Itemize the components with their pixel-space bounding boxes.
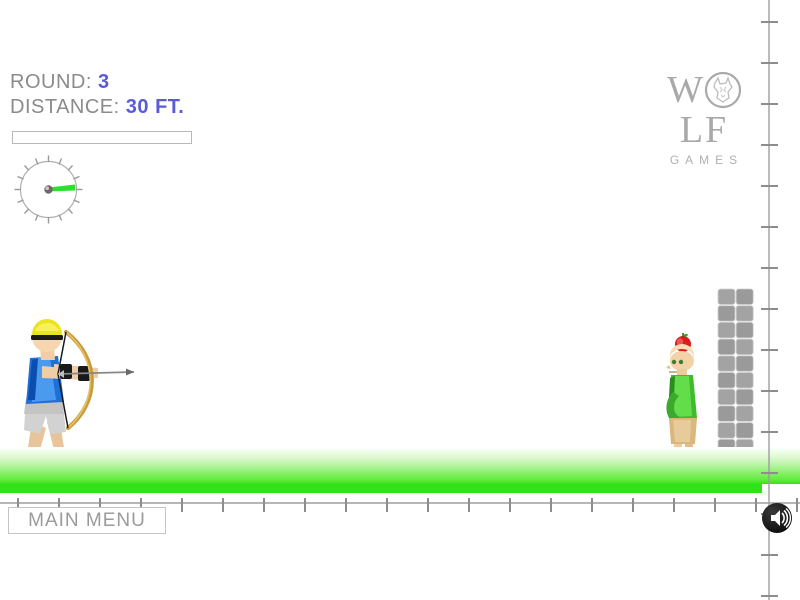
distance-label: DISTANCE: (10, 96, 120, 118)
hud-panel: ROUND: 3 DISTANCE: 30 FT. (10, 70, 184, 120)
sound-toggle-button[interactable] (762, 503, 792, 533)
main-menu-button[interactable]: MAIN MENU (8, 507, 166, 534)
angle-dial[interactable] (13, 154, 84, 225)
main-menu-label: MAIN MENU (28, 509, 146, 531)
round-label: ROUND: (10, 71, 92, 93)
wolf-games-logo: W LF GAMES (648, 70, 760, 167)
grass-ground-strip (0, 484, 762, 493)
grass-ground (0, 447, 800, 484)
logo-letters-lf: LF (679, 109, 729, 151)
round-value: 3 (97, 71, 110, 93)
vertical-ruler (755, 0, 779, 600)
distance-row: DISTANCE: 30 FT. (10, 95, 184, 120)
round-row: ROUND: 3 (10, 70, 184, 95)
logo-games-text: GAMES (669, 153, 744, 167)
speaker-icon (771, 507, 792, 529)
logo-wolf-text: W LF (648, 70, 760, 150)
distance-value: 30 FT. (125, 96, 185, 118)
logo-letter-w: W (667, 69, 705, 111)
power-meter[interactable] (12, 131, 192, 144)
